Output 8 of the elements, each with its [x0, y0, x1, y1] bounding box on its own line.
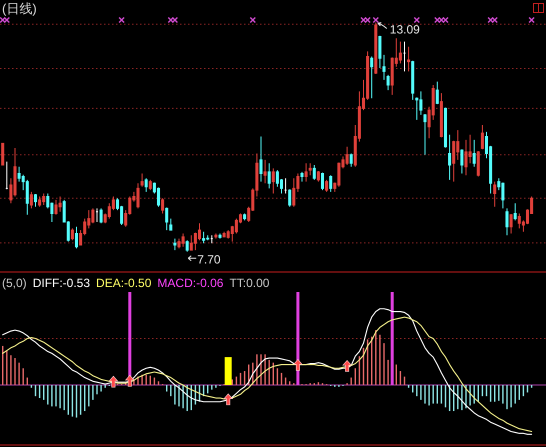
header-text: TT:0.00 — [229, 276, 270, 290]
annotation: 13.09 — [390, 22, 420, 36]
header-text: DEA:-0.50 — [96, 276, 152, 290]
header-text: DIFF:-0.53 — [32, 276, 90, 290]
annotation: 7.70 — [197, 252, 221, 266]
header-text: (5,0) — [2, 276, 27, 290]
header-text: MACD:-0.06 — [157, 276, 224, 290]
title: (日线) — [2, 1, 37, 16]
